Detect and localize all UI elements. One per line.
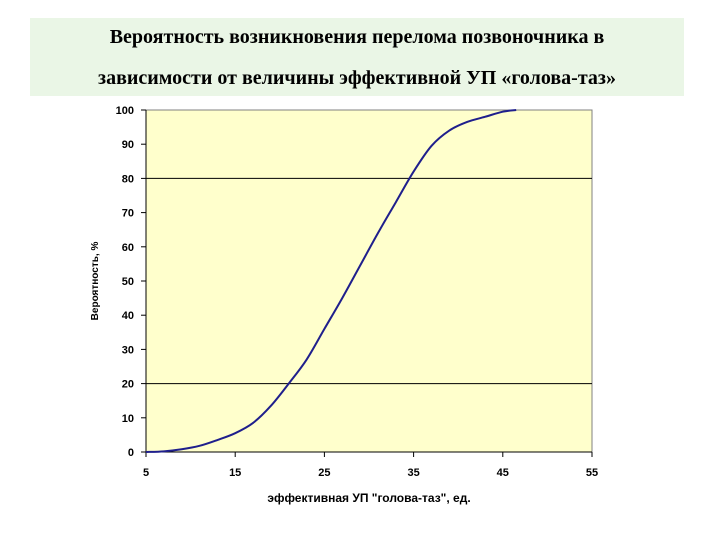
y-tick-label: 100	[116, 105, 134, 117]
y-axis-title: Вероятность, %	[90, 242, 101, 321]
x-tick-label: 35	[407, 467, 419, 479]
y-tick-label: 60	[122, 242, 134, 254]
x-tick-label: 15	[229, 467, 241, 479]
y-tick-label: 90	[122, 139, 134, 151]
y-tick-label: 20	[122, 379, 134, 391]
y-tick-label: 40	[122, 310, 134, 322]
plot-area	[145, 109, 593, 453]
y-tick-label: 10	[122, 413, 134, 425]
title-line-2: зависимости от величины эффективной УП «…	[98, 67, 616, 89]
x-tick-label: 45	[497, 467, 509, 479]
x-axis: 5 15 25 35 45 55	[143, 451, 598, 479]
y-tick-label: 0	[128, 447, 134, 459]
reference-lines	[146, 177, 592, 385]
y-tick-label: 50	[122, 276, 134, 288]
title-line-1: Вероятность возникновения перелома позво…	[109, 26, 605, 48]
x-tick-label: 5	[143, 467, 149, 479]
y-tick-label: 80	[122, 173, 134, 185]
title-band: Вероятность возникновения перелома позво…	[30, 18, 684, 96]
probability-curve	[145, 109, 517, 453]
y-tick-label: 70	[122, 208, 134, 220]
x-tick-label: 55	[586, 467, 598, 479]
x-tick-label: 25	[318, 467, 330, 479]
x-axis-title: эффективная УП "голова-таз", ед.	[267, 491, 470, 505]
y-tick-label: 30	[122, 344, 134, 356]
y-axis: 0 10 20 30 40 50 60 70 80 90 100	[116, 105, 147, 459]
